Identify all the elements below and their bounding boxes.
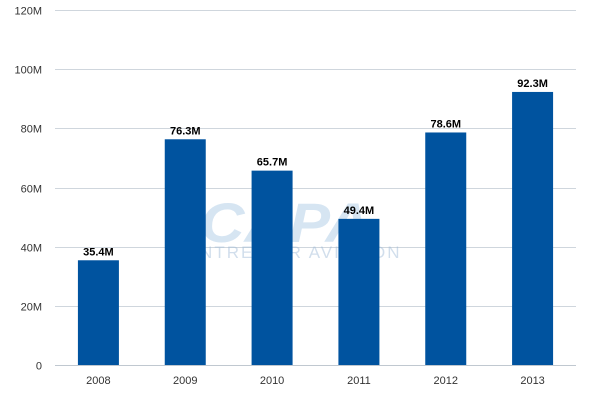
bar-2009 (164, 139, 206, 365)
y-tick-label: 20M (21, 302, 42, 314)
x-axis-labels: 2008 2009 2010 2011 2012 2013 (86, 375, 545, 387)
x-tick-label: 2011 (347, 375, 371, 387)
y-tick-label: 0 (36, 361, 42, 373)
x-tick-label: 2010 (260, 375, 284, 387)
x-tick-label: 2009 (173, 375, 197, 387)
bar-2013 (512, 91, 554, 365)
data-label: 49.4M (344, 205, 375, 217)
y-tick-label: 80M (21, 124, 42, 136)
data-label: 78.6M (430, 118, 461, 130)
bar-2010 (251, 170, 293, 365)
data-labels: 35.4M 76.3M 65.7M 49.4M 78.6M 92.3M (83, 78, 548, 258)
y-tick-label: 40M (21, 243, 42, 255)
bar-2011 (338, 218, 380, 365)
y-tick-label: 120M (14, 6, 42, 18)
data-label: 65.7M (257, 157, 288, 169)
data-label: 92.3M (517, 78, 548, 90)
y-tick-label: 100M (14, 65, 42, 77)
bars (77, 91, 554, 365)
y-axis-labels: 0 20M 40M 60M 80M 100M 120M (14, 6, 42, 373)
x-tick-label: 2008 (86, 375, 110, 387)
data-label: 76.3M (170, 125, 201, 137)
gridlines (55, 10, 576, 366)
bar-2008 (77, 260, 119, 365)
bar-2012 (425, 132, 467, 365)
x-tick-label: 2012 (434, 375, 458, 387)
y-tick-label: 60M (21, 184, 42, 196)
data-label: 35.4M (83, 246, 114, 258)
x-tick-label: 2013 (520, 375, 544, 387)
